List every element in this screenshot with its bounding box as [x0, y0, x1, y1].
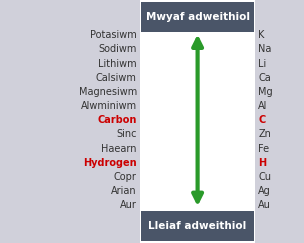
Text: Sinc: Sinc: [116, 130, 137, 139]
Text: Mwyaf adweithiol: Mwyaf adweithiol: [146, 12, 250, 22]
Text: Zn: Zn: [258, 130, 271, 139]
Text: K: K: [258, 30, 265, 40]
Text: Li: Li: [258, 59, 267, 69]
Text: Lithiwm: Lithiwm: [98, 59, 137, 69]
Text: Haearn: Haearn: [101, 144, 137, 154]
Text: Aur: Aur: [120, 200, 137, 210]
Text: Ca: Ca: [258, 73, 271, 83]
Text: Alwminiwm: Alwminiwm: [81, 101, 137, 111]
Text: Fe: Fe: [258, 144, 270, 154]
Text: C: C: [258, 115, 266, 125]
Text: Sodiwm: Sodiwm: [98, 44, 137, 54]
Text: Lleiaf adweithiol: Lleiaf adweithiol: [148, 221, 247, 231]
Text: Cu: Cu: [258, 172, 271, 182]
Text: Potasiwm: Potasiwm: [90, 30, 137, 40]
Text: Calsiwm: Calsiwm: [96, 73, 137, 83]
Text: Carbon: Carbon: [97, 115, 137, 125]
Text: Mg: Mg: [258, 87, 273, 97]
Text: Magnesiwm: Magnesiwm: [78, 87, 137, 97]
Text: Copr: Copr: [114, 172, 137, 182]
Text: Ag: Ag: [258, 186, 271, 196]
Text: Au: Au: [258, 200, 271, 210]
FancyArrowPatch shape: [193, 39, 202, 201]
Text: Na: Na: [258, 44, 272, 54]
Text: Al: Al: [258, 101, 268, 111]
Text: H: H: [258, 158, 267, 168]
Text: Hydrogen: Hydrogen: [83, 158, 137, 168]
Text: Arian: Arian: [111, 186, 137, 196]
